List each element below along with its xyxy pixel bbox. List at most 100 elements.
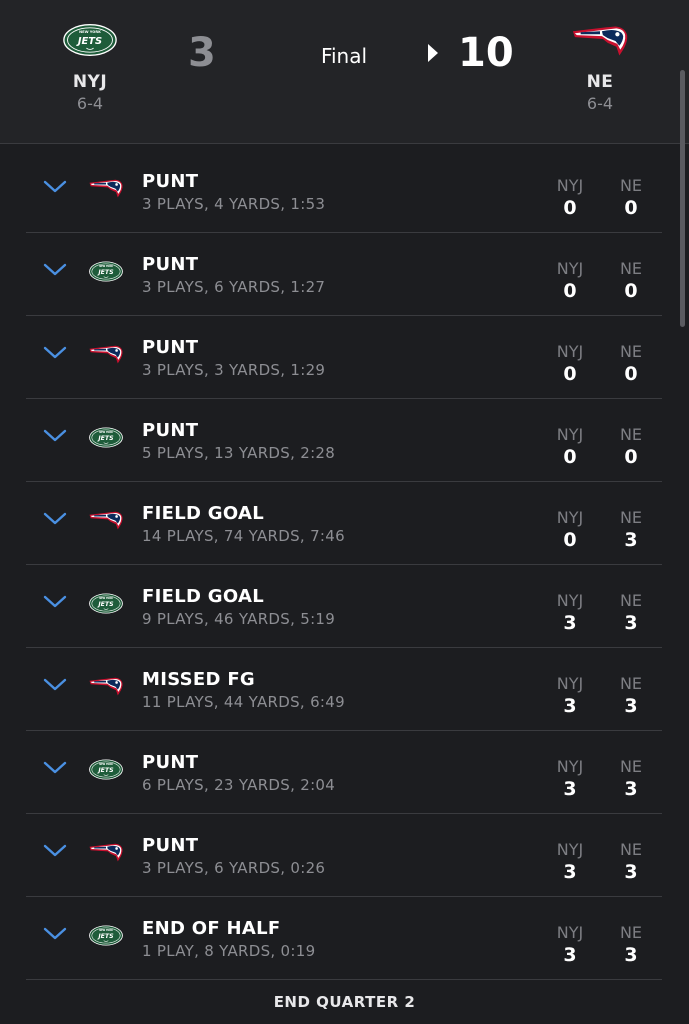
- chevron-down-icon[interactable]: [43, 844, 67, 858]
- ne-score-col: NE 3: [606, 840, 656, 883]
- nyj-score: 0: [563, 197, 577, 219]
- drive-list: PUNT 3 PLAYS, 4 YARDS, 1:53 NYJ 0 NE 0 P…: [0, 150, 689, 980]
- chevron-down-icon[interactable]: [43, 761, 67, 775]
- nyj-label: NYJ: [556, 508, 584, 527]
- drive-result: MISSED FG: [142, 669, 256, 690]
- drive-row[interactable]: MISSED FG 11 PLAYS, 44 YARDS, 6:49 NYJ 3…: [26, 648, 662, 731]
- ne-score-col: NE 3: [606, 757, 656, 800]
- ne-score-col: NE 3: [606, 508, 656, 551]
- nyj-label: NYJ: [556, 923, 584, 942]
- chevron-down-icon[interactable]: [43, 595, 67, 609]
- drive-result: FIELD GOAL: [142, 586, 264, 607]
- drive-summary: 1 PLAY, 8 YARDS, 0:19: [142, 942, 316, 960]
- drive-summary: 11 PLAYS, 44 YARDS, 6:49: [142, 693, 345, 711]
- home-team-record: 6-4: [586, 94, 614, 113]
- nyj-score-col: NYJ 3: [545, 591, 595, 634]
- away-score: 3: [188, 30, 216, 76]
- drive-row[interactable]: FIELD GOAL 14 PLAYS, 74 YARDS, 7:46 NYJ …: [26, 482, 662, 565]
- nyj-score-col: NYJ 0: [545, 425, 595, 468]
- drive-result: PUNT: [142, 337, 199, 358]
- ne-score-col: NE 3: [606, 591, 656, 634]
- drive-result: FIELD GOAL: [142, 503, 264, 524]
- scrollbar[interactable]: [680, 70, 685, 327]
- drive-result: END OF HALF: [142, 918, 281, 939]
- game-header: NYJ 6-4 3 Final 10 NE 6-4: [0, 0, 689, 144]
- drive-summary: 6 PLAYS, 23 YARDS, 2:04: [142, 776, 336, 794]
- ne-score: 0: [624, 363, 638, 385]
- home-team-abbr: NE: [586, 72, 614, 92]
- winner-arrow-icon: [428, 44, 438, 62]
- chevron-down-icon[interactable]: [43, 429, 67, 443]
- patriots-logo-icon: [540, 14, 660, 66]
- ne-score: 0: [624, 197, 638, 219]
- drive-result: PUNT: [142, 420, 199, 441]
- nyj-score: 3: [563, 695, 577, 717]
- drive-result: PUNT: [142, 254, 199, 275]
- drive-summary: 14 PLAYS, 74 YARDS, 7:46: [142, 527, 345, 545]
- nyj-score: 3: [563, 778, 577, 800]
- home-team[interactable]: NE 6-4: [540, 14, 660, 113]
- quarter-end-label: END QUARTER 2: [273, 993, 416, 1011]
- patriots-logo-icon: [86, 342, 126, 366]
- drive-row[interactable]: PUNT 5 PLAYS, 13 YARDS, 2:28 NYJ 0 NE 0: [26, 399, 662, 482]
- drive-summary: 3 PLAYS, 3 YARDS, 1:29: [142, 361, 326, 379]
- nyj-label: NYJ: [556, 757, 584, 776]
- nyj-score-col: NYJ 3: [545, 840, 595, 883]
- chevron-down-icon[interactable]: [43, 346, 67, 360]
- chevron-down-icon[interactable]: [43, 180, 67, 194]
- ne-score: 3: [624, 612, 638, 634]
- drive-row[interactable]: END OF HALF 1 PLAY, 8 YARDS, 0:19 NYJ 3 …: [26, 897, 662, 980]
- drive-row[interactable]: PUNT 3 PLAYS, 6 YARDS, 1:27 NYJ 0 NE 0: [26, 233, 662, 316]
- ne-label: NE: [619, 757, 643, 776]
- ne-score: 3: [624, 529, 638, 551]
- drive-summary: 3 PLAYS, 6 YARDS, 0:26: [142, 859, 326, 877]
- nyj-score-col: NYJ 3: [545, 674, 595, 717]
- drive-summary: 5 PLAYS, 13 YARDS, 2:28: [142, 444, 336, 462]
- nyj-label: NYJ: [556, 342, 584, 361]
- drive-row[interactable]: FIELD GOAL 9 PLAYS, 46 YARDS, 5:19 NYJ 3…: [26, 565, 662, 648]
- nyj-score: 0: [563, 363, 577, 385]
- chevron-down-icon[interactable]: [43, 927, 67, 941]
- jets-logo-icon: [86, 591, 126, 615]
- nyj-score-col: NYJ 3: [545, 923, 595, 966]
- home-score: 10: [458, 30, 514, 76]
- ne-score-col: NE 3: [606, 923, 656, 966]
- ne-score: 0: [624, 280, 638, 302]
- ne-score: 0: [624, 446, 638, 468]
- nyj-score: 3: [563, 861, 577, 883]
- ne-score-col: NE 0: [606, 342, 656, 385]
- drive-summary: 9 PLAYS, 46 YARDS, 5:19: [142, 610, 336, 628]
- nyj-score-col: NYJ 0: [545, 259, 595, 302]
- nyj-score: 0: [563, 280, 577, 302]
- nyj-score-col: NYJ 3: [545, 757, 595, 800]
- drive-summary: 3 PLAYS, 4 YARDS, 1:53: [142, 195, 326, 213]
- game-status: Final: [320, 44, 368, 68]
- drive-result: PUNT: [142, 835, 199, 856]
- nyj-score: 3: [563, 944, 577, 966]
- nyj-label: NYJ: [556, 425, 584, 444]
- jets-logo-icon: [86, 259, 126, 283]
- ne-score-col: NE 3: [606, 674, 656, 717]
- drive-row[interactable]: PUNT 6 PLAYS, 23 YARDS, 2:04 NYJ 3 NE 3: [26, 731, 662, 814]
- away-team[interactable]: NYJ 6-4: [30, 14, 150, 113]
- away-team-record: 6-4: [76, 94, 104, 113]
- nyj-label: NYJ: [556, 176, 584, 195]
- nyj-score-col: NYJ 0: [545, 508, 595, 551]
- chevron-down-icon[interactable]: [43, 678, 67, 692]
- ne-label: NE: [619, 342, 643, 361]
- patriots-logo-icon: [86, 176, 126, 200]
- ne-label: NE: [619, 674, 643, 693]
- away-team-abbr: NYJ: [72, 72, 108, 92]
- ne-label: NE: [619, 508, 643, 527]
- nyj-score-col: NYJ 0: [545, 176, 595, 219]
- nyj-label: NYJ: [556, 259, 584, 278]
- drive-row[interactable]: PUNT 3 PLAYS, 3 YARDS, 1:29 NYJ 0 NE 0: [26, 316, 662, 399]
- jets-logo-icon: [30, 14, 150, 66]
- drive-result: PUNT: [142, 171, 199, 192]
- drive-result: PUNT: [142, 752, 199, 773]
- drive-row[interactable]: PUNT 3 PLAYS, 6 YARDS, 0:26 NYJ 3 NE 3: [26, 814, 662, 897]
- drive-row[interactable]: PUNT 3 PLAYS, 4 YARDS, 1:53 NYJ 0 NE 0: [26, 150, 662, 233]
- chevron-down-icon[interactable]: [43, 512, 67, 526]
- chevron-down-icon[interactable]: [43, 263, 67, 277]
- patriots-logo-icon: [86, 508, 126, 532]
